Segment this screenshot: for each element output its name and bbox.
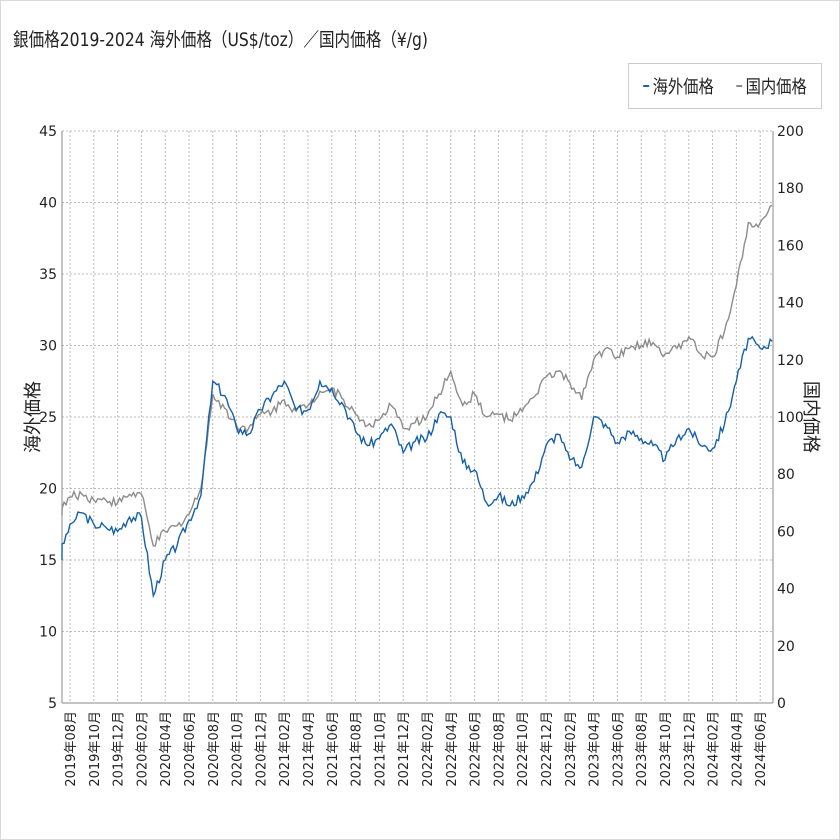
x-tick-label: 2023年04月 [588, 711, 603, 787]
x-tick-label: 2022年04月 [445, 711, 460, 787]
x-tick-label: 2021年06月 [326, 711, 341, 787]
x-tick-label: 2024年04月 [730, 711, 745, 787]
y2-tick-label: 80 [777, 467, 795, 483]
x-tick-label: 2023年08月 [635, 711, 650, 787]
x-tick-label: 2023年02月 [564, 711, 579, 787]
y-tick-label: 45 [39, 124, 57, 140]
y-tick-label: 30 [39, 339, 57, 355]
x-tick-label: 2019年08月 [64, 711, 79, 787]
y-tick-label: 10 [39, 625, 57, 641]
y2-tick-label: 140 [777, 296, 804, 312]
x-tick-label: 2023年10月 [659, 711, 674, 787]
x-tick-label: 2021年08月 [350, 711, 365, 787]
x-tick-label: 2021年10月 [373, 711, 388, 787]
legend-item-overseas: 海外価格 [643, 73, 714, 99]
x-tick-label: 2019年12月 [112, 711, 127, 787]
x-tick-label: 2020年08月 [207, 711, 222, 787]
y-tick-label: 5 [48, 696, 57, 712]
chart-title: 銀価格2019-2024 海外価格（US$/toz）／国内価格（¥/g) [13, 29, 428, 51]
x-tick-label: 2022年06月 [469, 711, 484, 787]
legend: 海外価格 国内価格 [628, 63, 822, 109]
y2-axis-label: 国内価格 [800, 381, 821, 453]
x-tick-label: 2022年12月 [540, 711, 555, 787]
x-tick-label: 2021年04月 [302, 711, 317, 787]
y-tick-label: 40 [39, 196, 57, 212]
x-tick-label: 2021年02月 [278, 711, 293, 787]
y-tick-label: 20 [39, 482, 57, 498]
x-tick-label: 2024年02月 [707, 711, 722, 787]
x-tick-label: 2019年10月 [88, 711, 103, 787]
x-tick-label: 2022年10月 [516, 711, 531, 787]
y2-tick-label: 180 [777, 181, 804, 197]
legend-item-domestic: 国内価格 [736, 73, 807, 99]
y2-tick-label: 100 [777, 410, 804, 426]
x-tick-label: 2020年12月 [254, 711, 269, 787]
legend-label-overseas: 海外価格 [652, 77, 714, 98]
legend-swatch-domestic [736, 85, 743, 87]
y-tick-label: 25 [39, 410, 57, 426]
y-axis-label: 海外価格 [23, 381, 44, 453]
x-tick-label: 2022年08月 [492, 711, 507, 787]
x-tick-label: 2024年06月 [754, 711, 769, 787]
x-tick-label: 2021年12月 [397, 711, 412, 787]
y2-tick-label: 40 [777, 582, 795, 598]
y2-tick-label: 20 [777, 639, 795, 655]
y2-tick-label: 0 [777, 696, 786, 712]
y2-tick-label: 60 [777, 524, 795, 540]
x-tick-label: 2020年06月 [183, 711, 198, 787]
y2-tick-label: 160 [777, 238, 804, 254]
x-tick-label: 2022年02月 [421, 711, 436, 787]
legend-swatch-overseas [643, 85, 650, 87]
legend-label-domestic: 国内価格 [745, 77, 807, 98]
series-line-overseas [61, 335, 773, 599]
x-tick-label: 2023年06月 [611, 711, 626, 787]
y2-tick-label: 200 [777, 124, 804, 140]
x-tick-label: 2023年12月 [683, 711, 698, 787]
y-tick-label: 15 [39, 553, 57, 569]
y-tick-label: 35 [39, 267, 57, 283]
series-line-domestic [61, 204, 773, 547]
x-tick-label: 2020年10月 [231, 711, 246, 787]
y2-tick-label: 120 [777, 353, 804, 369]
x-tick-label: 2020年02月 [135, 711, 150, 787]
x-tick-label: 2020年04月 [159, 711, 174, 787]
